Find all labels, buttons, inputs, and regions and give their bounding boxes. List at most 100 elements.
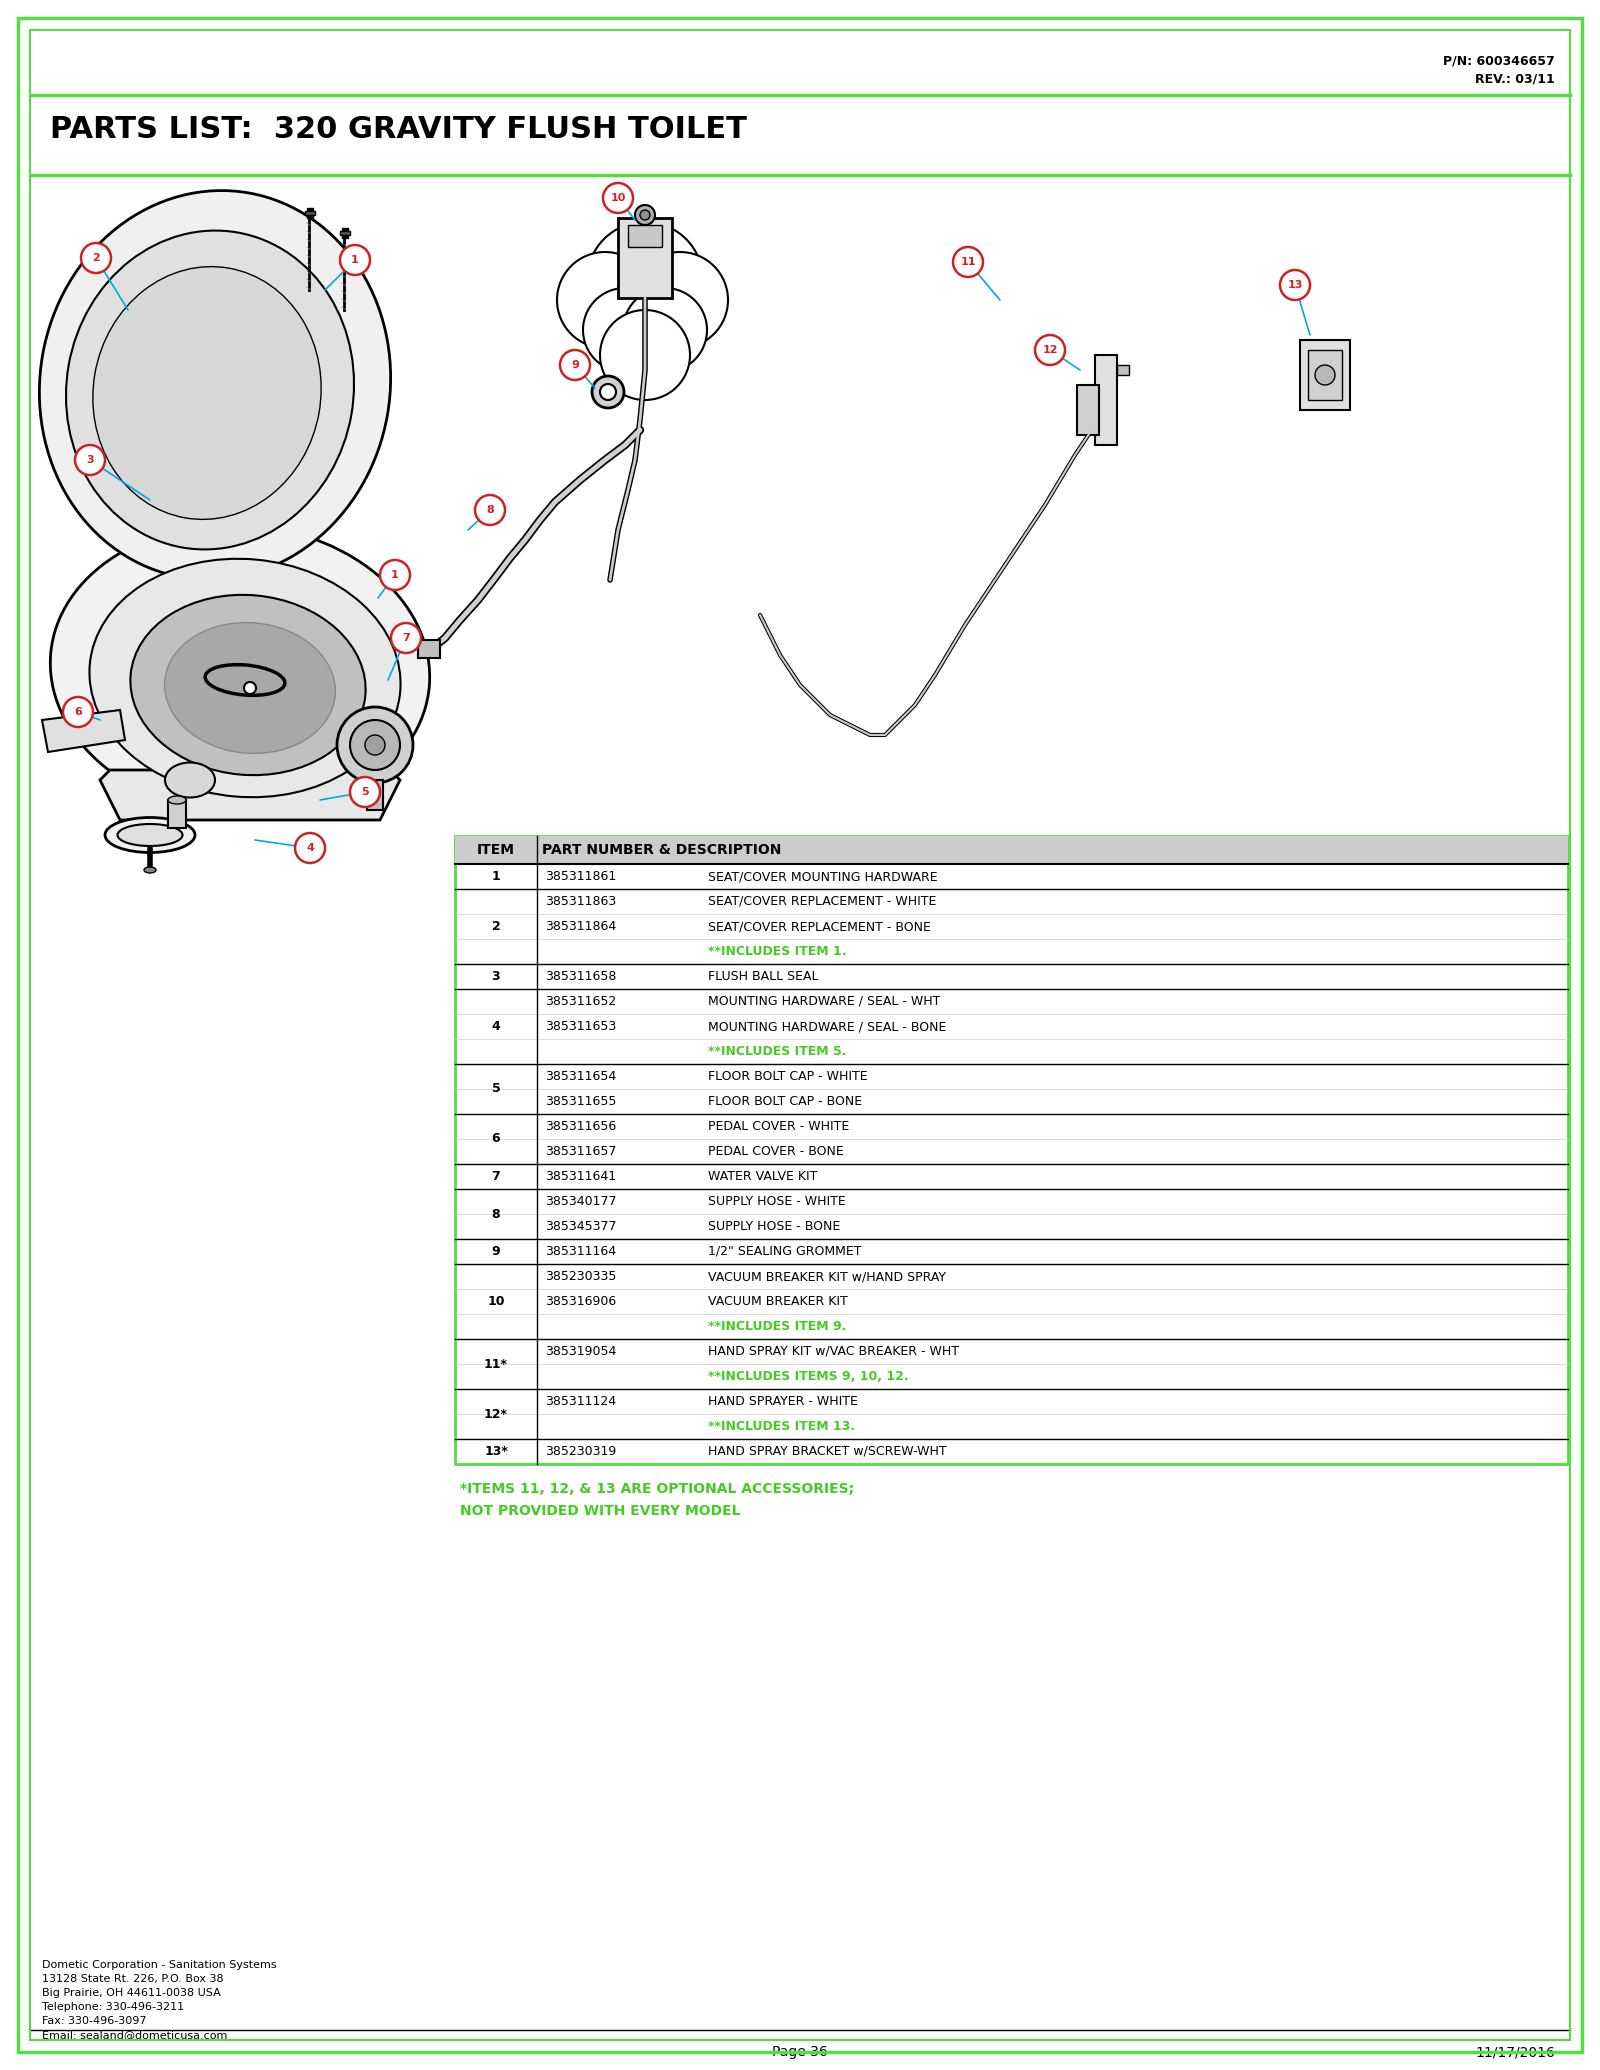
Text: REV.: 03/11: REV.: 03/11 (1475, 72, 1555, 85)
Circle shape (1280, 269, 1310, 300)
Bar (168, 799, 186, 828)
Ellipse shape (66, 230, 354, 549)
Circle shape (1315, 364, 1334, 385)
Text: FLOOR BOLT CAP - WHITE: FLOOR BOLT CAP - WHITE (707, 1070, 867, 1083)
Ellipse shape (165, 623, 336, 753)
Ellipse shape (93, 267, 322, 520)
Text: *ITEMS 11, 12, & 13 ARE OPTIONAL ACCESSORIES;: *ITEMS 11, 12, & 13 ARE OPTIONAL ACCESSO… (461, 1482, 854, 1497)
Text: Fax: 330-496-3097: Fax: 330-496-3097 (42, 2016, 147, 2027)
Circle shape (587, 221, 702, 337)
Text: 385230335: 385230335 (546, 1271, 616, 1283)
Bar (342, 228, 349, 238)
Text: 385230319: 385230319 (546, 1445, 616, 1457)
Text: 385311164: 385311164 (546, 1244, 616, 1259)
Ellipse shape (168, 797, 186, 803)
Text: 7: 7 (402, 633, 410, 644)
Text: 10: 10 (610, 193, 626, 203)
Circle shape (557, 253, 653, 348)
Circle shape (350, 776, 381, 807)
Circle shape (635, 205, 654, 226)
Text: SEAT/COVER REPLACEMENT - WHITE: SEAT/COVER REPLACEMENT - WHITE (707, 894, 936, 909)
Circle shape (390, 623, 421, 652)
Text: Page 36: Page 36 (773, 2045, 827, 2060)
Text: HAND SPRAYER - WHITE: HAND SPRAYER - WHITE (707, 1395, 858, 1408)
Bar (306, 211, 315, 215)
Ellipse shape (144, 867, 157, 874)
Bar (1094, 354, 1117, 445)
Text: **INCLUDES ITEM 5.: **INCLUDES ITEM 5. (707, 1045, 846, 1058)
Text: 1: 1 (350, 255, 358, 265)
Text: 12: 12 (1042, 346, 1058, 354)
Ellipse shape (106, 818, 195, 853)
Text: 9: 9 (571, 360, 579, 371)
Circle shape (350, 720, 400, 770)
Text: 6: 6 (491, 1132, 501, 1145)
Circle shape (338, 708, 413, 782)
Text: 385311655: 385311655 (546, 1095, 616, 1107)
Bar (307, 207, 314, 217)
Text: VACUUM BREAKER KIT: VACUUM BREAKER KIT (707, 1296, 848, 1308)
Text: FLOOR BOLT CAP - BONE: FLOOR BOLT CAP - BONE (707, 1095, 862, 1107)
Text: 2: 2 (491, 919, 501, 934)
Circle shape (600, 385, 616, 400)
Text: 8: 8 (491, 1207, 501, 1221)
Bar (627, 226, 662, 246)
Text: 7: 7 (491, 1170, 501, 1182)
Text: 5: 5 (362, 787, 370, 797)
Text: PEDAL COVER - WHITE: PEDAL COVER - WHITE (707, 1120, 850, 1132)
Text: NOT PROVIDED WITH EVERY MODEL: NOT PROVIDED WITH EVERY MODEL (461, 1505, 741, 1517)
Ellipse shape (50, 524, 430, 816)
Circle shape (75, 445, 106, 474)
Bar (1117, 364, 1130, 375)
Bar (366, 780, 382, 809)
Text: **INCLUDES ITEM 13.: **INCLUDES ITEM 13. (707, 1420, 854, 1432)
Text: SUPPLY HOSE - WHITE: SUPPLY HOSE - WHITE (707, 1194, 846, 1209)
Text: **INCLUDES ITEMS 9, 10, 12.: **INCLUDES ITEMS 9, 10, 12. (707, 1370, 909, 1383)
Text: 11/17/2016: 11/17/2016 (1475, 2045, 1555, 2060)
Text: Email: sealand@dometicusa.com: Email: sealand@dometicusa.com (42, 2031, 227, 2041)
Text: 13128 State Rt. 226, P.O. Box 38: 13128 State Rt. 226, P.O. Box 38 (42, 1975, 224, 1983)
Text: 3: 3 (491, 971, 501, 983)
Ellipse shape (117, 824, 182, 847)
Text: VACUUM BREAKER KIT w/HAND SPRAY: VACUUM BREAKER KIT w/HAND SPRAY (707, 1271, 946, 1283)
Text: 385311658: 385311658 (546, 971, 616, 983)
Text: 385311657: 385311657 (546, 1145, 616, 1157)
Circle shape (1035, 335, 1066, 364)
Text: WATER VALVE KIT: WATER VALVE KIT (707, 1170, 818, 1182)
Circle shape (475, 495, 506, 526)
Bar (418, 640, 440, 658)
Circle shape (339, 244, 370, 275)
Circle shape (600, 310, 690, 400)
Text: 385345377: 385345377 (546, 1219, 616, 1234)
Text: 12*: 12* (483, 1408, 509, 1420)
Text: PARTS LIST:  320 GRAVITY FLUSH TOILET: PARTS LIST: 320 GRAVITY FLUSH TOILET (50, 116, 747, 145)
Text: 385340177: 385340177 (546, 1194, 616, 1209)
Text: 4: 4 (491, 1021, 501, 1033)
Text: 3: 3 (86, 455, 94, 466)
Text: 6: 6 (74, 708, 82, 716)
Text: FLUSH BALL SEAL: FLUSH BALL SEAL (707, 971, 819, 983)
Text: 8: 8 (486, 505, 494, 515)
Text: HAND SPRAY KIT w/VAC BREAKER - WHT: HAND SPRAY KIT w/VAC BREAKER - WHT (707, 1346, 958, 1358)
Text: 385311864: 385311864 (546, 919, 616, 934)
Circle shape (603, 182, 634, 213)
Text: 4: 4 (306, 842, 314, 853)
Ellipse shape (40, 190, 390, 580)
Circle shape (560, 350, 590, 381)
Text: 385316906: 385316906 (546, 1296, 616, 1308)
Circle shape (592, 377, 624, 408)
Text: HAND SPRAY BRACKET w/SCREW-WHT: HAND SPRAY BRACKET w/SCREW-WHT (707, 1445, 947, 1457)
Bar (454, 836, 1568, 863)
Circle shape (622, 288, 707, 373)
Text: **INCLUDES ITEM 9.: **INCLUDES ITEM 9. (707, 1321, 846, 1333)
Ellipse shape (90, 559, 400, 797)
Text: 385311124: 385311124 (546, 1395, 616, 1408)
Text: Dometic Corporation - Sanitation Systems: Dometic Corporation - Sanitation Systems (42, 1960, 277, 1971)
Text: SEAT/COVER MOUNTING HARDWARE: SEAT/COVER MOUNTING HARDWARE (707, 869, 938, 884)
Ellipse shape (130, 594, 366, 774)
Text: 385311656: 385311656 (546, 1120, 616, 1132)
Circle shape (82, 242, 110, 273)
Text: 385311863: 385311863 (546, 894, 616, 909)
Polygon shape (42, 710, 125, 751)
Circle shape (632, 253, 728, 348)
